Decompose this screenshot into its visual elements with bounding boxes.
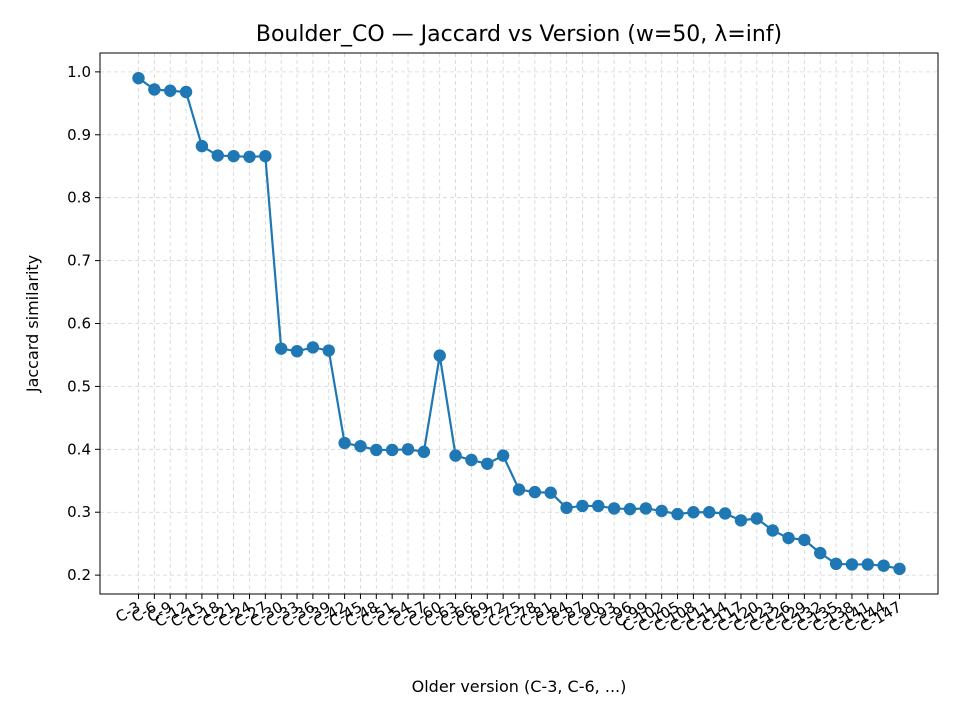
- data-point: [370, 443, 383, 457]
- y-tick-label: 1.0: [67, 63, 91, 81]
- data-point: [433, 349, 446, 362]
- y-tick-label: 0.8: [67, 189, 91, 207]
- plot-frame: [99, 52, 939, 595]
- chart-title: Boulder_CO — Jaccard vs Version (w=50, λ…: [256, 22, 782, 47]
- data-point: [195, 139, 209, 153]
- data-point: [417, 445, 431, 459]
- data-point: [179, 85, 193, 99]
- y-tick-label: 0.4: [67, 440, 91, 458]
- data-point: [496, 449, 510, 462]
- data-point: [782, 531, 795, 545]
- data-point: [512, 483, 526, 496]
- data-point: [576, 499, 589, 513]
- data-point: [845, 558, 859, 571]
- data-point: [671, 507, 684, 521]
- data-point: [814, 546, 827, 560]
- y-axis-label: Jaccard similarity: [23, 255, 42, 393]
- y-axis-ticks: 0.2 0.3 0.4 0.5 0.6 0.7 0.8 0.9 1.0: [67, 63, 100, 584]
- x-axis-label: Older version (C-3, C-6, ...): [412, 677, 627, 696]
- data-point: [132, 71, 145, 85]
- series-jaccard: [132, 71, 906, 576]
- y-tick-label: 0.2: [67, 566, 91, 584]
- data-point: [544, 486, 557, 499]
- data-point: [290, 344, 304, 358]
- data-point: [734, 514, 748, 527]
- data-point: [385, 443, 399, 457]
- data-point: [798, 533, 811, 547]
- data-point: [528, 485, 542, 499]
- data-point: [354, 439, 367, 453]
- data-point: [148, 83, 161, 96]
- data-point: [227, 149, 240, 163]
- data-point: [465, 453, 478, 467]
- data-point: [639, 502, 653, 515]
- data-point: [274, 342, 288, 355]
- data-point: [338, 436, 351, 450]
- data-point: [607, 502, 621, 515]
- data-point: [655, 504, 668, 518]
- y-tick-label: 0.6: [67, 315, 91, 333]
- data-point: [322, 344, 335, 357]
- data-point: [623, 502, 637, 516]
- data-point: [560, 501, 573, 515]
- y-tick-label: 0.3: [67, 503, 91, 521]
- data-point: [703, 506, 716, 519]
- data-point: [243, 150, 256, 163]
- data-point: [893, 562, 906, 576]
- y-tick-label: 0.7: [67, 252, 91, 270]
- data-point: [259, 149, 272, 163]
- data-point: [592, 499, 605, 513]
- x-axis-ticks: C-3C-6C-9C-12C-15C-18C-21C-24C-27C-30C-3…: [112, 594, 905, 636]
- data-point: [877, 559, 890, 572]
- data-point: [829, 557, 843, 571]
- y-tick-label: 0.9: [67, 126, 91, 144]
- data-point: [481, 457, 494, 470]
- y-tick-label: 0.5: [67, 377, 91, 395]
- data-point: [861, 558, 874, 571]
- data-point: [211, 149, 224, 162]
- data-point: [449, 449, 462, 462]
- data-point: [164, 84, 177, 97]
- data-point: [401, 443, 415, 456]
- data-point: [306, 341, 320, 354]
- data-point: [766, 524, 779, 537]
- data-point: [687, 506, 700, 519]
- data-point: [750, 512, 764, 525]
- data-point: [718, 507, 732, 520]
